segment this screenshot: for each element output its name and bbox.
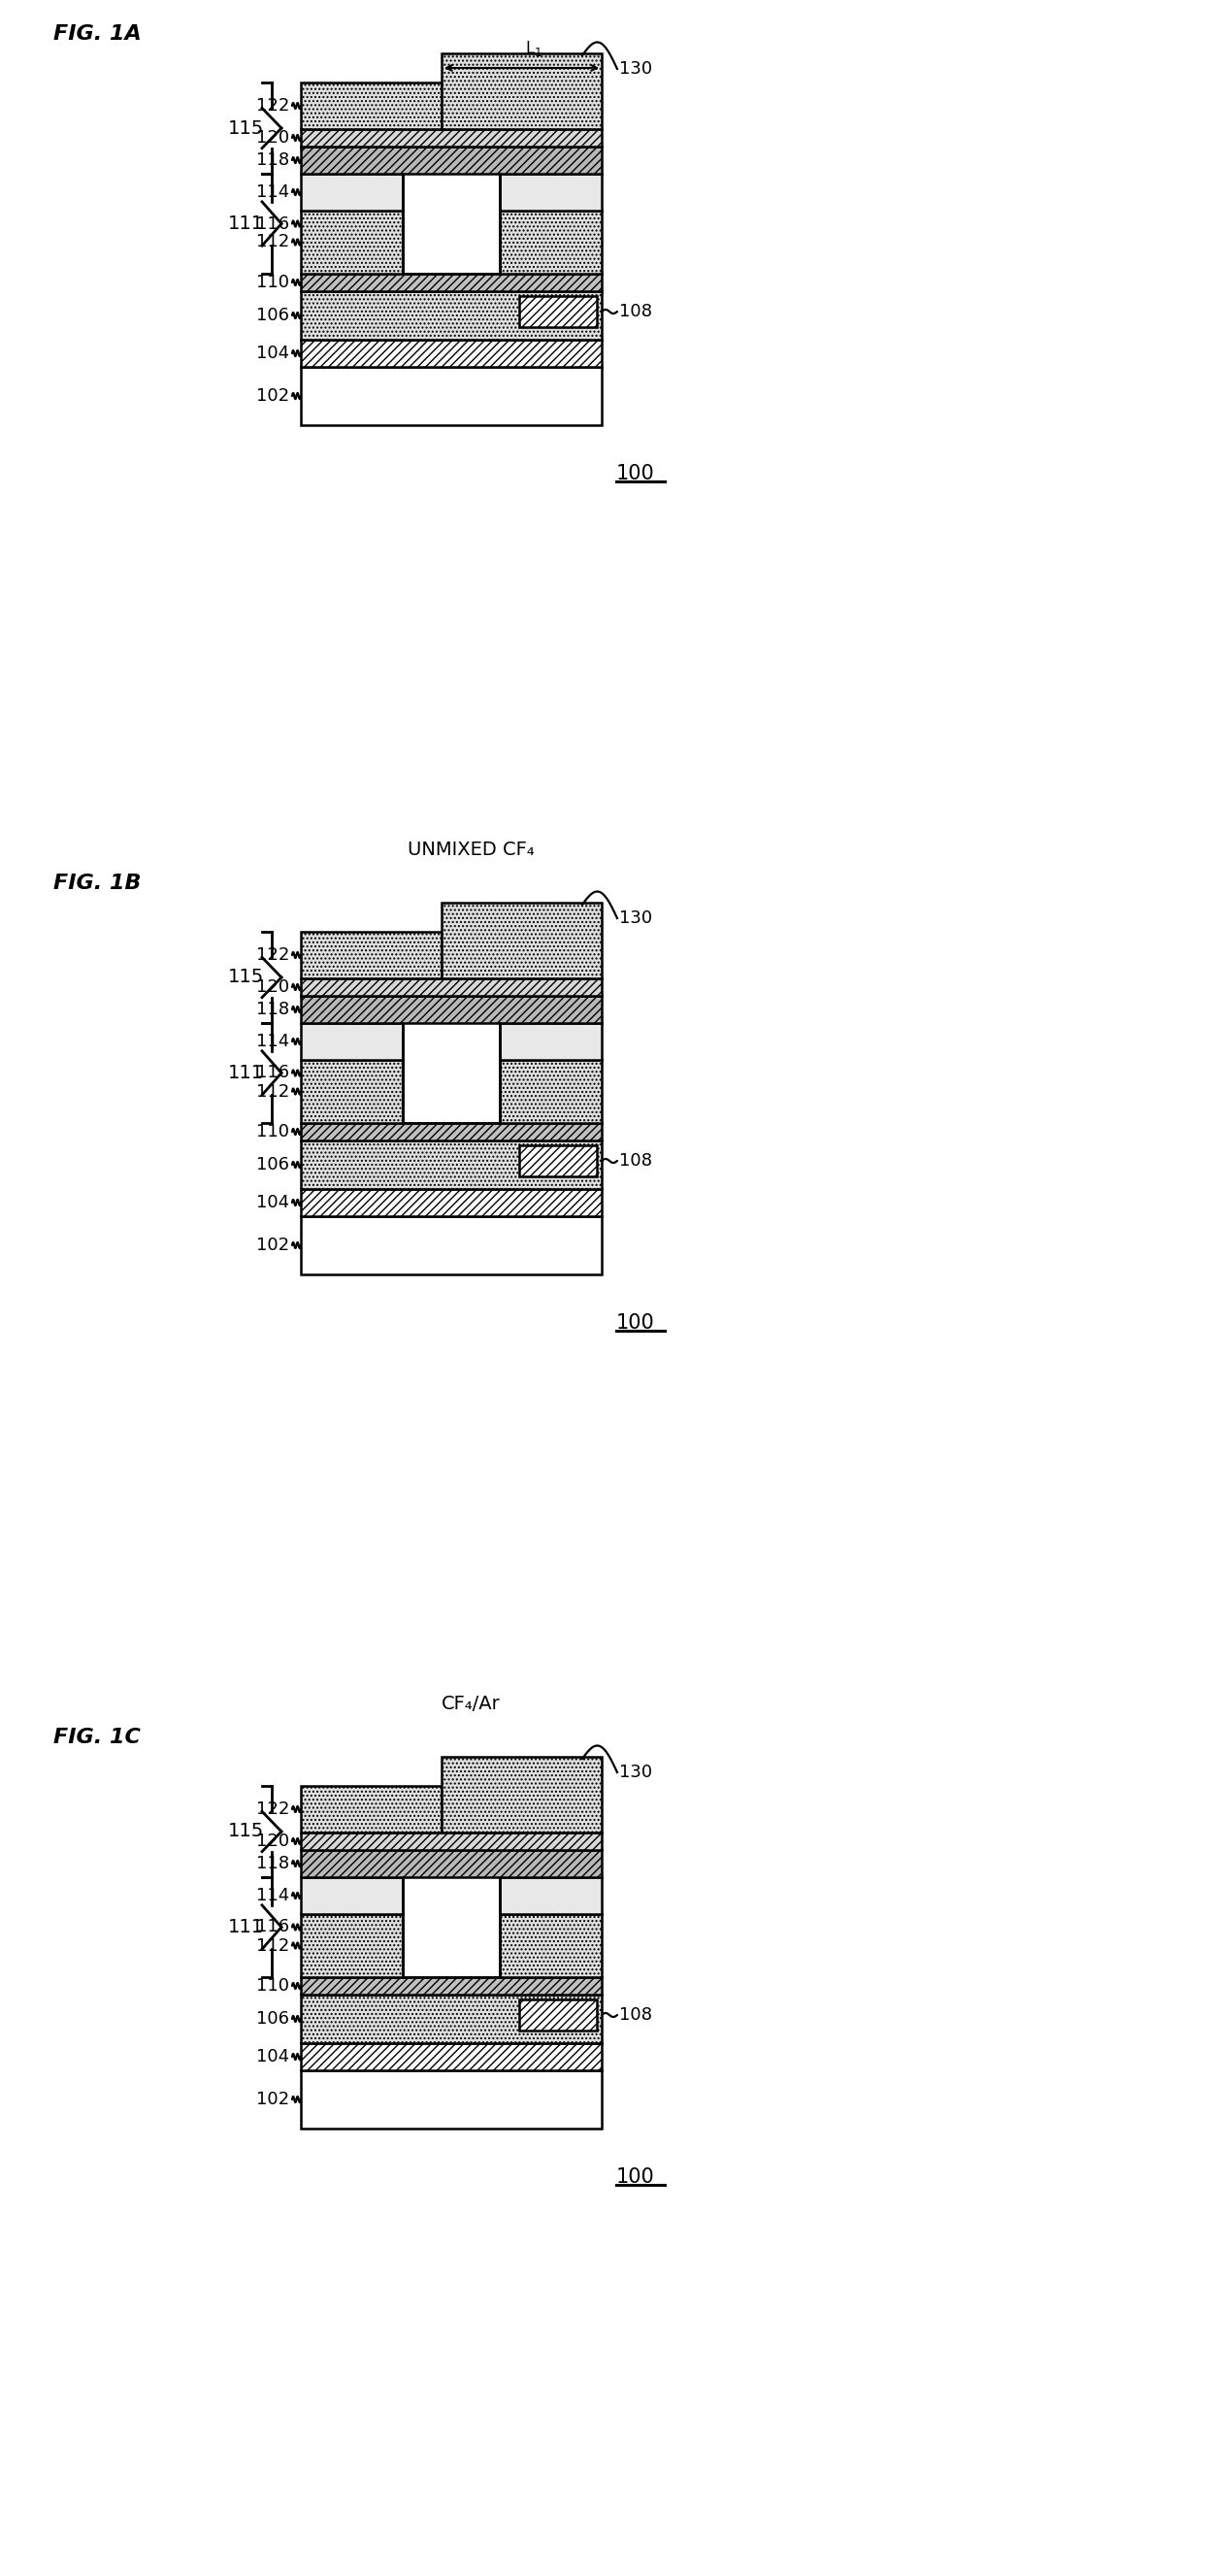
Text: 100: 100	[616, 2166, 655, 2187]
Text: 106: 106	[256, 307, 289, 325]
Text: 115: 115	[228, 1821, 264, 1842]
Bar	[499, 1914, 601, 1978]
Text: 111: 111	[228, 214, 264, 232]
Text: 120: 120	[256, 129, 289, 147]
Bar	[519, 1146, 597, 1177]
Text: 115: 115	[228, 969, 264, 987]
Text: 130: 130	[620, 1765, 652, 1780]
Bar	[301, 1190, 601, 1216]
Bar	[301, 1850, 601, 1878]
Bar	[301, 366, 601, 425]
Bar	[499, 1059, 601, 1123]
Text: 116: 116	[256, 1064, 289, 1082]
Text: 114: 114	[256, 183, 289, 201]
Text: 130: 130	[620, 59, 652, 77]
Bar	[301, 273, 601, 291]
Text: UNMIXED CF₄: UNMIXED CF₄	[407, 840, 535, 858]
Text: 110: 110	[256, 1978, 289, 1994]
Text: 122: 122	[256, 1801, 289, 1819]
Text: FIG. 1C: FIG. 1C	[53, 1728, 141, 1747]
Bar	[441, 1757, 601, 1832]
Bar	[519, 1999, 597, 2030]
Text: 116: 116	[256, 1919, 289, 1937]
Text: 112: 112	[256, 1937, 289, 1955]
Bar	[301, 1994, 601, 2043]
Text: 110: 110	[256, 273, 289, 291]
Text: 111: 111	[228, 1919, 264, 1937]
Text: 122: 122	[256, 945, 289, 963]
Bar	[301, 1216, 601, 1275]
Text: 112: 112	[256, 1082, 289, 1100]
Bar	[301, 1914, 402, 1978]
Bar	[499, 211, 601, 273]
Bar	[301, 82, 441, 129]
Bar	[301, 933, 441, 979]
Text: 108: 108	[620, 1151, 652, 1170]
Bar	[301, 129, 601, 147]
Text: 118: 118	[256, 1855, 289, 1873]
Text: 111: 111	[228, 1064, 264, 1082]
Bar	[301, 997, 601, 1023]
Text: 104: 104	[256, 345, 289, 363]
Bar	[301, 147, 601, 173]
Text: 106: 106	[256, 1157, 289, 1175]
Text: 104: 104	[256, 1193, 289, 1211]
Text: 106: 106	[256, 2009, 289, 2027]
Text: 110: 110	[256, 1123, 289, 1141]
Bar	[301, 340, 601, 366]
Text: 108: 108	[620, 2007, 652, 2025]
Bar	[301, 979, 601, 997]
Text: 118: 118	[256, 999, 289, 1018]
Text: 116: 116	[256, 214, 289, 232]
Bar	[499, 1023, 601, 1059]
Bar	[301, 2071, 601, 2128]
Text: 102: 102	[256, 386, 289, 404]
Bar	[301, 1123, 601, 1141]
Bar	[301, 1141, 601, 1190]
Text: 130: 130	[620, 909, 652, 927]
Text: 104: 104	[256, 2048, 289, 2066]
Bar	[301, 1785, 441, 1832]
Text: CF₄/Ar: CF₄/Ar	[441, 1695, 501, 1713]
Text: 114: 114	[256, 1886, 289, 1904]
Text: 120: 120	[256, 979, 289, 997]
Bar	[301, 173, 402, 211]
Text: 100: 100	[616, 464, 655, 484]
Text: 122: 122	[256, 98, 289, 113]
Bar	[301, 291, 601, 340]
Text: 114: 114	[256, 1033, 289, 1051]
Text: L$_1$: L$_1$	[525, 39, 542, 59]
Bar	[441, 54, 601, 129]
Bar	[301, 1832, 601, 1850]
Text: FIG. 1A: FIG. 1A	[53, 23, 141, 44]
Bar	[301, 1878, 402, 1914]
Bar	[301, 1978, 601, 1994]
Text: 112: 112	[256, 234, 289, 250]
Text: 102: 102	[256, 1236, 289, 1255]
Bar	[519, 296, 597, 327]
Bar	[301, 1059, 402, 1123]
Bar	[301, 211, 402, 273]
Text: 118: 118	[256, 152, 289, 170]
Text: 120: 120	[256, 1832, 289, 1850]
Bar	[301, 1023, 402, 1059]
Bar	[441, 902, 601, 979]
Text: 102: 102	[256, 2092, 289, 2107]
Bar	[499, 173, 601, 211]
Text: 115: 115	[228, 118, 264, 137]
Text: 100: 100	[616, 1314, 655, 1332]
Bar	[301, 2043, 601, 2071]
Bar	[499, 1878, 601, 1914]
Text: 108: 108	[620, 304, 652, 319]
Text: FIG. 1B: FIG. 1B	[53, 873, 141, 894]
